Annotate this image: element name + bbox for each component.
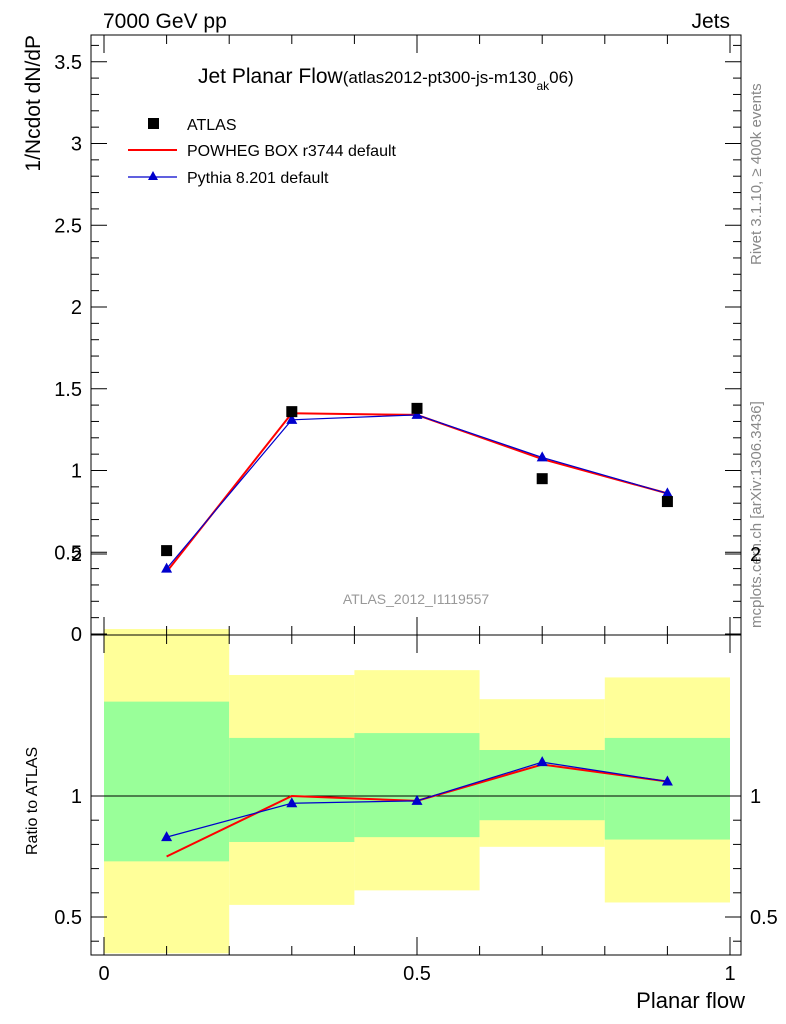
ratio-ytick-label-right: 0.5 [750,907,778,929]
ratio-ytick-label-right: 1 [750,786,761,808]
rivet-label: Rivet 3.1.10, ≥ 400k events [748,83,765,265]
ratio-axis-ticks: 0.5 0.5 1 1 2 2 0 0.5 1 [54,544,778,985]
ratio-series [161,756,673,858]
ratio-band-inner [354,733,480,838]
main-axis-ticks: 0 0.5 1 1.5 2 2.5 3 3.5 [54,35,741,646]
main-ytick-label: 2.5 [54,215,82,237]
atlas-point [286,406,298,418]
mcplots-label: mcplots.cern.ch [arXiv:1306.3436] [748,401,765,628]
main-series [161,402,673,573]
atlas-point [161,545,173,557]
xtick-label: 1 [724,963,735,985]
main-ytick-label: 1 [71,461,82,483]
legend: ATLAS POWHEG BOX r3744 default Pythia 8.… [128,117,397,187]
legend-atlas-label: ATLAS [187,117,237,134]
pythia-point [411,408,423,419]
legend-pythia-marker [148,171,158,180]
pythia-point [286,413,298,424]
ratio-ytick-label-left: 2 [71,544,82,566]
main-ytick-label: 2 [71,297,82,319]
ratio-pythia-point [661,775,673,786]
ratio-band-inner [229,737,355,842]
title-main: Jet Planar Flow [198,65,344,88]
pythia-line [166,414,668,569]
pythia-point [161,562,173,573]
main-ytick-label: 3 [71,134,82,156]
xtick-label: 0.5 [403,963,431,985]
legend-pythia-label: Pythia 8.201 default [187,170,329,187]
xlabel: Planar flow [636,988,745,1013]
main-ytick-label: 3.5 [54,52,82,74]
process-label: Jets [691,10,730,33]
ratio-pythia-point [286,797,298,808]
title-sub: (atlas2012-pt300-js-m130 [343,68,537,87]
pythia-point [661,487,673,498]
main-ytick-label: 0.5 [54,542,82,564]
main-ylabel: 1/Ncdot dN/dP [22,35,45,172]
ratio-uncertainty-bands [104,629,730,954]
ratio-plot-frame [90,634,742,956]
plot-title: Jet Planar Flow(atlas2012-pt300-js-m130a… [198,65,574,93]
ratio-ytick-label-left: 0.5 [54,907,82,929]
ratio-pythia-point [536,756,548,767]
atlas-point [536,473,548,485]
legend-powheg-label: POWHEG BOX r3744 default [187,143,397,160]
energy-label: 7000 GeV pp [103,10,227,33]
atlas-point [411,402,423,414]
legend-atlas-marker [148,118,159,129]
atlas-point [661,496,673,508]
ratio-ylabel: Ratio to ATLAS [24,747,41,855]
ratio-ytick-label-right: 2 [750,544,761,566]
pythia-point [536,451,548,462]
main-ytick-label: 1.5 [54,379,82,401]
ratio-pythia-point [161,831,173,842]
ratio-band-inner [604,737,730,840]
ratio-ytick-label-left: 1 [71,786,82,808]
analysis-watermark: ATLAS_2012_I1119557 [343,591,490,607]
xtick-label: 0 [98,963,109,985]
powheg-line [165,412,668,573]
title-sub-end: 06) [549,68,574,87]
ratio-pythia-point [411,794,423,805]
main-ytick-label: 0 [71,624,82,646]
title-sub-index: ak [536,79,550,93]
